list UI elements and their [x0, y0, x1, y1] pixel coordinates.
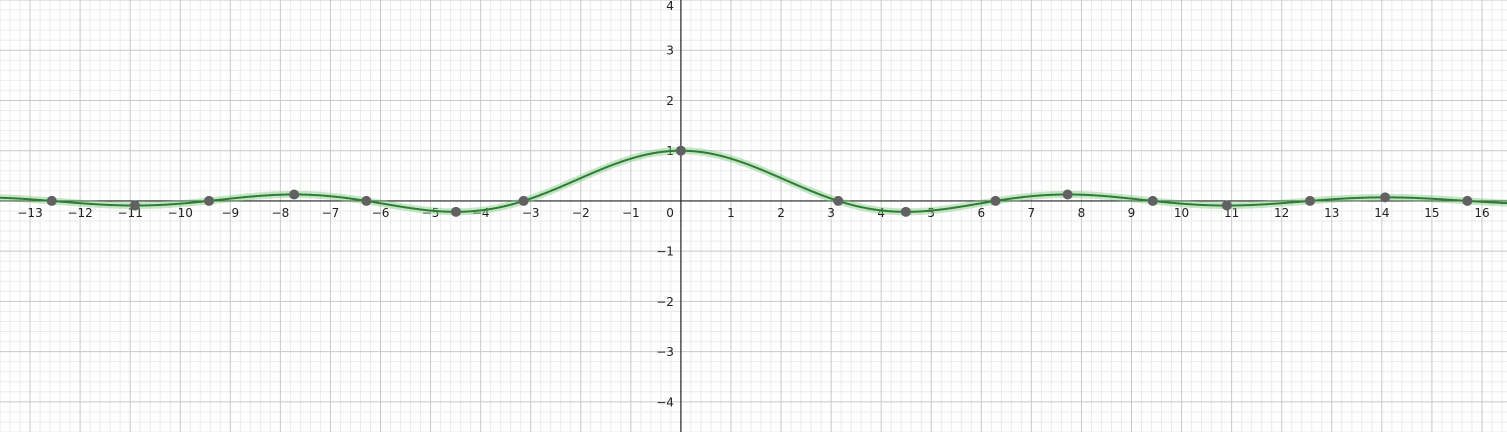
curve-point[interactable] — [675, 145, 686, 156]
x-tick-label: −1 — [622, 206, 640, 220]
x-tick-label: −7 — [322, 206, 340, 220]
x-tick-label: −3 — [522, 206, 540, 220]
x-tick-label: 9 — [1128, 206, 1136, 220]
x-tick-label: 15 — [1424, 206, 1439, 220]
y-tick-label: 2 — [666, 94, 674, 108]
x-tick-label: −10 — [168, 206, 193, 220]
x-tick-label: 10 — [1174, 206, 1189, 220]
x-tick-label: 5 — [927, 206, 935, 220]
y-tick-label: 4 — [666, 0, 674, 13]
x-tick-label: 7 — [1028, 206, 1036, 220]
x-tick-labels: −13 −12 −11 −10 −9 −8 −7 −6 −5 −4 −3 −2 −1 1 2 3 4 5 6 7 8 9 1… — [17, 206, 1489, 220]
curve-point[interactable] — [900, 206, 911, 217]
x-tick-label: −8 — [272, 206, 290, 220]
x-tick-label: 2 — [777, 206, 785, 220]
curve-point[interactable] — [1221, 200, 1232, 211]
curve-point[interactable] — [1462, 195, 1473, 206]
curve-point[interactable] — [129, 200, 140, 211]
curve-point[interactable] — [450, 206, 461, 217]
curve-point[interactable] — [1305, 195, 1316, 206]
origin-label: 0 — [666, 206, 674, 220]
curve-point[interactable] — [1062, 189, 1073, 200]
y-tick-label: 3 — [666, 44, 674, 58]
curve-line[interactable] — [0, 149, 1507, 213]
x-tick-label: 6 — [977, 206, 985, 220]
x-tick-label: 14 — [1374, 206, 1389, 220]
curve-point[interactable] — [990, 195, 1001, 206]
x-tick-label: 16 — [1474, 206, 1489, 220]
curve-point[interactable] — [289, 189, 300, 200]
x-tick-label: 4 — [877, 206, 885, 220]
curve-point[interactable] — [46, 195, 57, 206]
x-tick-label: 3 — [827, 206, 835, 220]
curve-point[interactable] — [1147, 195, 1158, 206]
curve-point[interactable] — [204, 195, 215, 206]
x-tick-label: −2 — [572, 206, 590, 220]
curve-point[interactable] — [518, 195, 529, 206]
x-tick-label: −13 — [17, 206, 42, 220]
curve-point[interactable] — [361, 195, 372, 206]
x-tick-label: −12 — [67, 206, 92, 220]
x-tick-label: 8 — [1078, 206, 1086, 220]
y-tick-label: −1 — [656, 245, 674, 259]
y-tick-label: −3 — [656, 345, 674, 359]
x-tick-label: 13 — [1324, 206, 1339, 220]
x-tick-label: 12 — [1274, 206, 1289, 220]
curve-point[interactable] — [1380, 192, 1391, 203]
curve-point[interactable] — [833, 195, 844, 206]
x-tick-label: 1 — [727, 206, 735, 220]
function-curve[interactable] — [0, 147, 1507, 216]
x-tick-label: −9 — [221, 206, 239, 220]
special-points — [46, 145, 1473, 217]
y-tick-label: −2 — [656, 295, 674, 309]
x-tick-label: −6 — [372, 206, 390, 220]
y-tick-label: −4 — [656, 395, 674, 409]
